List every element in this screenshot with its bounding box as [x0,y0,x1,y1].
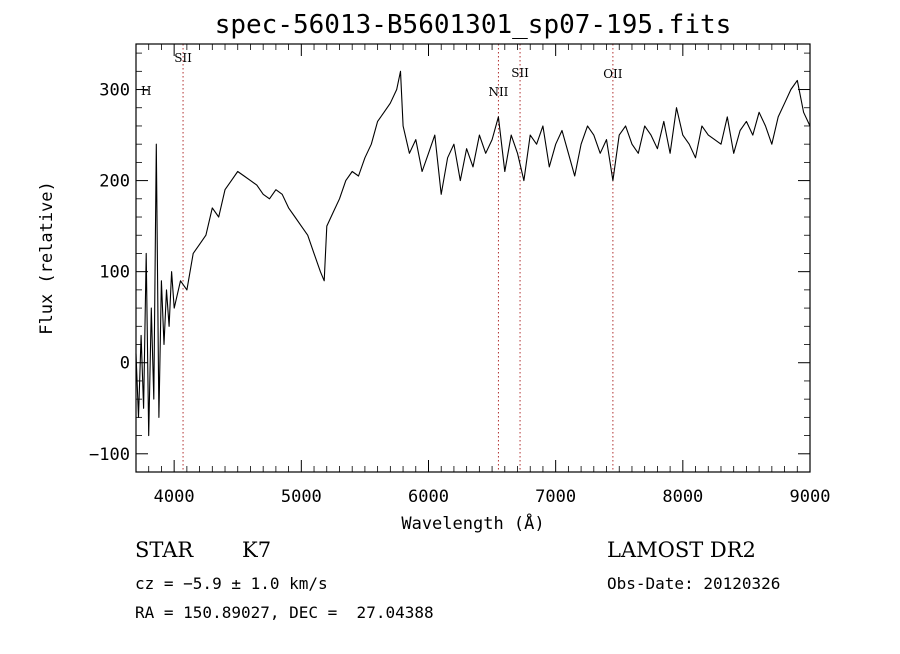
x-tick-label: 6000 [408,487,449,507]
spectral-line-label: NII [488,85,508,99]
y-tick-label: 200 [99,172,130,192]
coordinates: RA = 150.89027, DEC = 27.04388 [135,603,434,622]
survey-name: LAMOST DR2 [607,538,756,562]
x-tick-label: 8000 [662,487,703,507]
chart-title: spec-56013-B5601301_sp07-195.fits [215,10,732,40]
y-tick-label: −100 [89,445,130,465]
observation-date: Obs-Date: 20120326 [607,574,781,593]
plot-frame [135,43,811,473]
y-tick-label: 0 [120,354,130,374]
spectrum-line [135,70,811,437]
object-subclass: K7 [242,538,272,562]
x-tick-label: 9000 [790,487,831,507]
object-class: STAR [135,538,194,562]
x-tick-label: 7000 [535,487,576,507]
x-tick-label: 5000 [281,487,322,507]
y-tick-label: 300 [99,81,130,101]
spectral-line-label: SII [174,51,192,65]
spectral-line-label: OII [603,67,623,81]
y-axis-label: Flux (relative) [37,181,57,335]
x-tick-label: 4000 [154,487,195,507]
spectral-line-label: SII [511,66,529,80]
redshift-value: cz = −5.9 ± 1.0 km/s [135,574,328,593]
y-tick-label: 100 [99,263,130,283]
x-axis-label: Wavelength (Å) [401,512,544,534]
edge-line-label: H [141,84,151,98]
